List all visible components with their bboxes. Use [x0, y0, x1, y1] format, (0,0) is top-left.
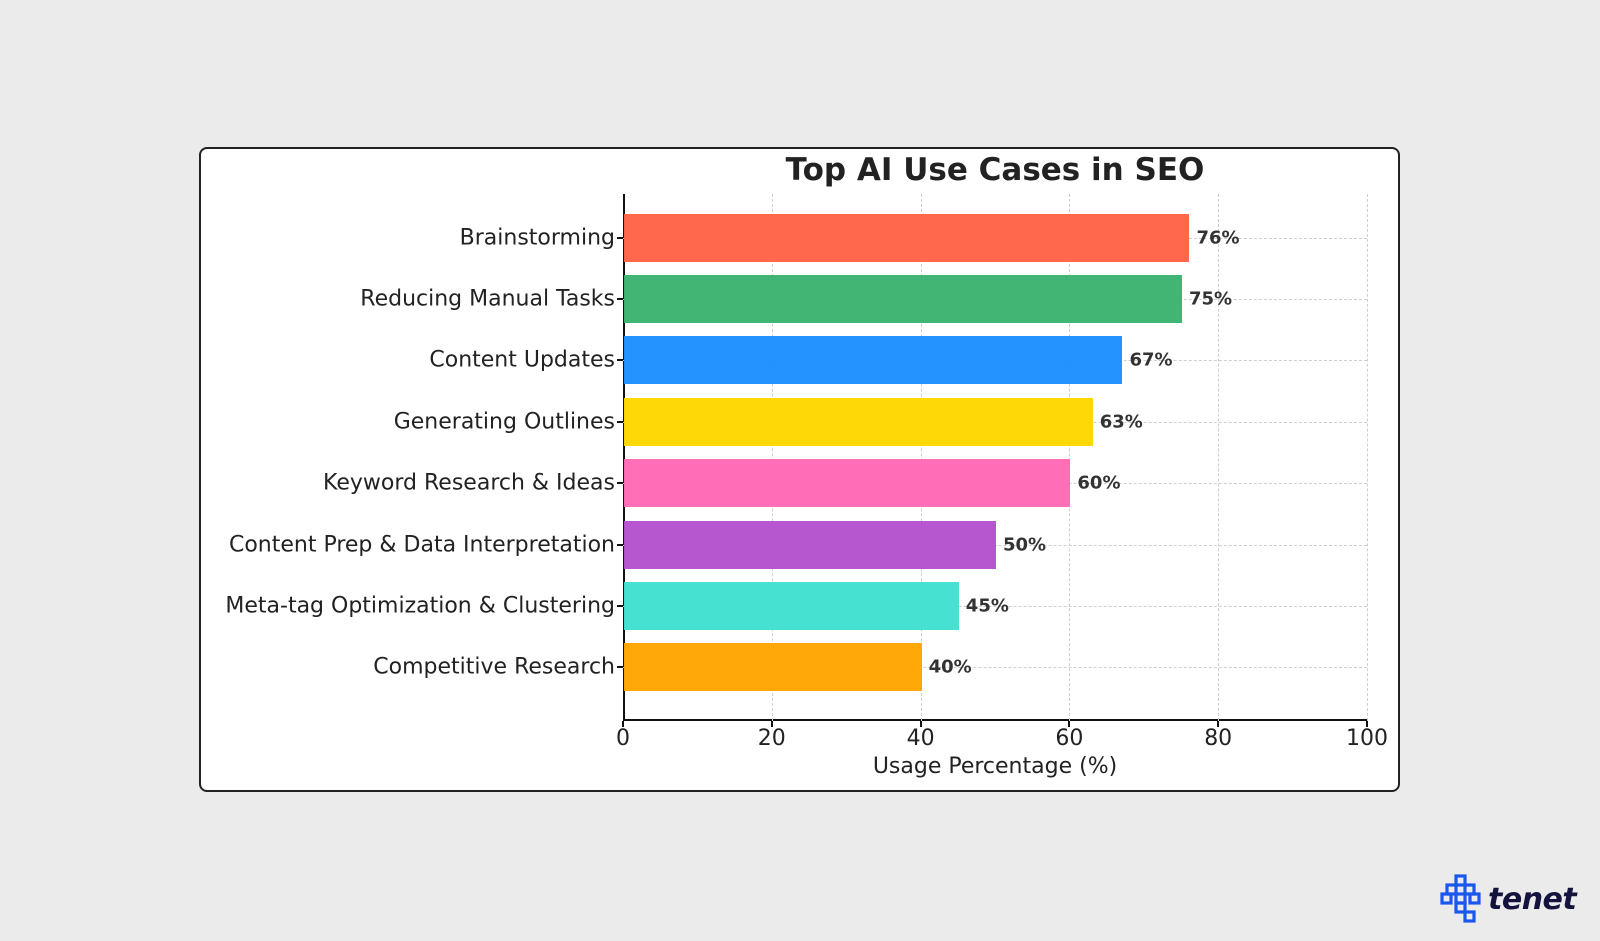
bar: [624, 213, 1190, 262]
y-axis: [623, 194, 625, 721]
x-tick: [622, 721, 624, 727]
bar-value-label: 40%: [928, 656, 972, 678]
y-category-label: Brainstorming: [459, 225, 615, 250]
bar: [624, 397, 1093, 446]
x-tick: [1068, 721, 1071, 727]
y-tick: [617, 482, 623, 485]
logo-text: tenet: [1488, 881, 1577, 917]
y-tick: [617, 297, 623, 300]
chart-title: Top AI Use Cases in SEO: [785, 152, 1205, 188]
x-tick: [919, 721, 922, 727]
tenet-logo-icon: [1440, 874, 1481, 923]
y-category-label: Meta-tag Optimization & Clustering: [225, 593, 615, 619]
y-tick: [617, 543, 623, 546]
y-category-label: Content Updates: [429, 347, 615, 373]
tenet-logo: tenet: [1440, 874, 1577, 924]
y-category-label: Competitive Research: [373, 654, 615, 680]
y-tick: [617, 604, 623, 607]
bar: [624, 336, 1123, 385]
bar-value-label: 76%: [1196, 227, 1240, 248]
y-gridline: [623, 605, 1367, 607]
y-category-label: Keyword Research & Ideas: [323, 470, 615, 496]
bar-value-label: 75%: [1189, 288, 1233, 310]
x-tick: [770, 721, 773, 727]
y-tick: [617, 420, 623, 423]
y-gridline: [623, 667, 1367, 669]
y-category-label: Generating Outlines: [393, 409, 615, 435]
x-tick-label: 20: [757, 726, 786, 751]
y-tick: [617, 666, 623, 669]
plot-area: Usage Percentage (%) 0 20 40 60 80 100 76% Brai…: [225, 194, 1388, 779]
x-gridline: [920, 194, 922, 721]
x-tick-label: 100: [1346, 726, 1388, 751]
x-axis-title: Usage Percentage (%): [872, 754, 1118, 779]
bar: [624, 643, 922, 692]
bar: [624, 274, 1182, 323]
y-category-label: Reducing Manual Tasks: [360, 286, 615, 312]
bar: [624, 581, 959, 630]
bar-value-label: 45%: [965, 595, 1009, 617]
bar-value-label: 63%: [1099, 411, 1143, 433]
x-tick: [1217, 721, 1220, 727]
x-tick-label: 60: [1055, 726, 1084, 751]
x-gridline: [771, 194, 773, 721]
x-tick-label: 80: [1204, 726, 1233, 751]
x-tick-label: 0: [616, 726, 630, 751]
x-axis: [623, 719, 1367, 721]
y-tick: [617, 359, 623, 362]
x-tick-label: 40: [906, 726, 935, 751]
y-category-label: Content Prep & Data Interpretation: [228, 532, 615, 557]
bar: [624, 520, 996, 569]
x-gridline: [1218, 194, 1220, 721]
y-tick: [617, 236, 623, 239]
bar: [624, 459, 1071, 508]
x-gridline: [1367, 194, 1368, 721]
x-gridline: [1069, 194, 1071, 721]
bar-value-label: 67%: [1129, 349, 1173, 371]
bar-value-label: 50%: [1003, 534, 1047, 555]
bar-value-label: 60%: [1077, 472, 1121, 494]
x-tick: [1366, 721, 1368, 727]
